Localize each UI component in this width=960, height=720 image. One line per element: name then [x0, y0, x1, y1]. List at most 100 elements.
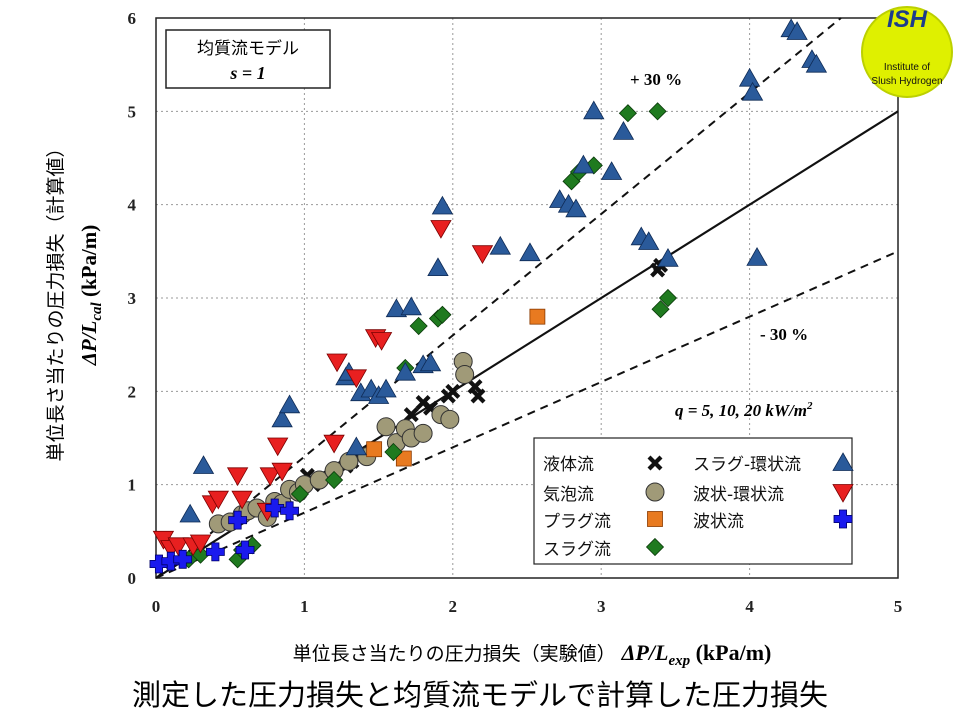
- data-point: [612, 121, 635, 140]
- data-point: [430, 220, 452, 239]
- data-point: [375, 378, 397, 398]
- data-point: [280, 501, 299, 521]
- data-point: [413, 423, 433, 443]
- data-point: [400, 296, 422, 316]
- plot-frame: [155, 17, 899, 579]
- y-tick-label: 5: [128, 102, 137, 121]
- data-point: [440, 409, 460, 429]
- data-point: [427, 257, 449, 277]
- x-tick-label: 3: [597, 597, 606, 616]
- series-4: [179, 18, 828, 523]
- data-point: [167, 537, 189, 557]
- y-tick-label: 6: [128, 9, 137, 28]
- data-point: [489, 235, 511, 255]
- ish-logo: ISH Institute of Slush Hydrogen: [861, 6, 953, 98]
- data-point: [226, 467, 249, 487]
- legend-markers: [645, 452, 854, 557]
- legend-label-plug: プラグ流: [543, 512, 611, 532]
- legend-marker: [832, 452, 854, 471]
- x-tick-label: 4: [745, 597, 754, 616]
- data-point: [455, 365, 475, 385]
- data-point: [345, 436, 368, 456]
- data-point: [648, 102, 667, 121]
- data-point: [345, 369, 368, 389]
- data-point: [207, 490, 230, 510]
- legend-box: [533, 437, 853, 565]
- legend-label-bubbly: 気泡流: [543, 485, 594, 505]
- legend-marker: [833, 509, 853, 529]
- data-point: [565, 198, 587, 218]
- legend-label-slug: スラグ流: [543, 540, 611, 560]
- data-point: [152, 530, 175, 550]
- data-point: [394, 361, 417, 381]
- heat-flux-label: q = 5, 10, 20 kW/m2: [675, 400, 813, 420]
- legend-marker: [645, 482, 665, 502]
- data-point: [746, 247, 768, 266]
- data-point: [265, 498, 285, 518]
- y-tick-label: 3: [128, 289, 137, 308]
- x-tick-label: 5: [894, 597, 903, 616]
- data-point: [738, 67, 761, 87]
- data-point: [385, 298, 408, 318]
- legend-marker: [647, 511, 663, 527]
- data-point: [278, 394, 301, 414]
- x-tick-label: 1: [300, 597, 309, 616]
- data-point: [384, 442, 403, 462]
- model-box-param: s = 1: [229, 63, 265, 83]
- data-point: [470, 388, 486, 404]
- data-point: [651, 300, 670, 319]
- model-box-title: 均質流モデル: [197, 38, 299, 59]
- x-axis-label-unit: (kPa/m): [690, 640, 771, 665]
- data-point: [467, 379, 483, 395]
- data-point: [519, 242, 541, 262]
- legend-label-wavy-annular: 波状-環状流: [693, 485, 784, 505]
- data-point: [529, 308, 546, 325]
- axis-ticks: 0 1 2 3 4 5 0 1 2 3 4 5 6: [128, 9, 903, 616]
- data-point: [325, 470, 344, 490]
- ish-logo-sub1: Institute of: [884, 62, 930, 73]
- data-point: [228, 510, 248, 530]
- series-6: [149, 498, 299, 574]
- minus-30-label: - 30 %: [760, 325, 808, 344]
- data-point: [323, 434, 345, 454]
- data-point: [189, 534, 212, 554]
- x-axis-label: 単位長さ当たりの圧力損失（実験値） ΔP/Lexp (kPa/m): [293, 640, 772, 669]
- y-tick-label: 4: [128, 196, 137, 215]
- ish-logo-sub2: Slush Hydrogen: [871, 76, 942, 87]
- data-point: [370, 332, 393, 351]
- data-point: [433, 305, 452, 324]
- data-point: [657, 247, 679, 267]
- data-point: [173, 549, 193, 569]
- data-point: [419, 352, 442, 372]
- reference-line: [155, 250, 899, 579]
- data-point: [600, 161, 623, 180]
- data-point: [266, 437, 289, 457]
- data-point: [741, 81, 764, 101]
- data-point: [271, 462, 293, 482]
- ish-logo-circle: [861, 6, 953, 98]
- x-tick-label: 2: [449, 597, 458, 616]
- data-point: [366, 441, 383, 458]
- data-point: [376, 417, 396, 437]
- x-axis-label-symbol: ΔP/L: [621, 640, 669, 665]
- data-point: [192, 455, 215, 474]
- data-point: [235, 540, 255, 560]
- y-tick-label: 2: [128, 382, 137, 401]
- y-axis-label-jp: 単位長さ当たりの圧力損失（計算値）: [45, 138, 67, 461]
- data-point: [259, 467, 281, 487]
- data-point: [179, 503, 201, 523]
- y-axis-label-sym: ΔP/Lcal (kPa/m): [77, 225, 105, 367]
- y-tick-label: 0: [128, 569, 137, 588]
- slide-caption: 測定した圧力損失と均質流モデルで計算した圧力損失: [131, 678, 828, 712]
- legend-label-liquid: 液体流: [543, 455, 594, 475]
- data-point: [326, 353, 348, 373]
- ish-logo-main: ISH: [887, 6, 928, 33]
- data-point: [409, 316, 428, 336]
- x-tick-label: 0: [152, 597, 161, 616]
- data-markers: [149, 18, 828, 574]
- legend: 液体流 気泡流 プラグ流 スラグ流 スラグ-環状流 波状-環状流 波状流: [533, 437, 854, 565]
- data-point: [271, 408, 293, 428]
- model-box: [165, 29, 331, 89]
- data-point: [786, 21, 808, 40]
- data-point: [637, 231, 660, 250]
